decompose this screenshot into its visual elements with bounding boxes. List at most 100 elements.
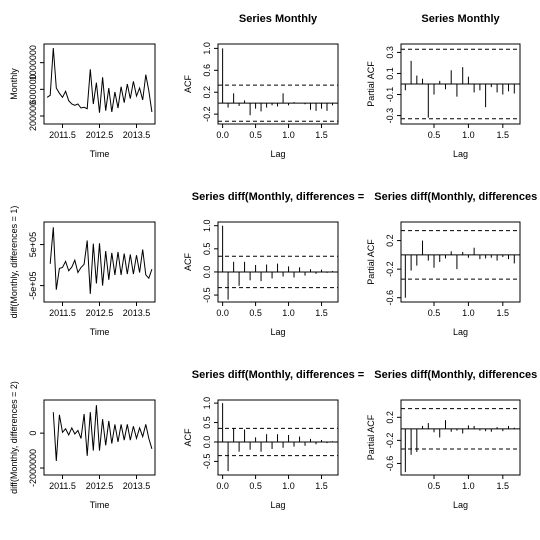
y-tick-label: -0.6	[385, 456, 395, 472]
x-tick-label: 2013.5	[123, 481, 151, 491]
x-tick-label: 1.0	[462, 130, 475, 140]
y-tick-label: -0.5	[202, 287, 212, 303]
y-axis-label: diff(Monthly, differences = 2)	[9, 381, 19, 494]
y-tick-label: -0.6	[385, 290, 395, 306]
x-tick-label: 0.0	[216, 308, 229, 318]
y-tick-label: 0.2	[385, 234, 395, 247]
plot-frame	[43, 399, 156, 476]
plot-frame	[217, 221, 339, 303]
y-tick-label: 200000	[28, 101, 38, 131]
y-tick-label: 0.2	[385, 411, 395, 424]
x-tick-label: 1.0	[282, 130, 295, 140]
series-line	[46, 47, 153, 113]
y-axis-label: Partial ACF	[366, 61, 376, 107]
x-tick-label: 1.0	[282, 308, 295, 318]
y-tick-label: -0.1	[385, 87, 395, 103]
plot-frame	[217, 399, 339, 476]
y-tick-label: 0.0	[202, 266, 212, 279]
x-tick-label: 1.5	[497, 308, 510, 318]
x-tick-label: 2013.5	[123, 308, 151, 318]
panel-ts-2: 2011.5 2012.5 2013.5 -5e+05 5e+05 Time diff(Mo…	[9, 206, 156, 337]
y-axis-label: ACF	[183, 74, 193, 93]
x-tick-label: 2011.5	[49, 308, 76, 318]
y-axis-label: ACF	[183, 252, 193, 271]
x-tick-label: 0.5	[428, 130, 441, 140]
x-tick-label: 0.5	[249, 130, 262, 140]
x-axis-label: Time	[90, 327, 110, 337]
panel-acf-1: Series Monthly 0.0 0.5 1.0 1.5 -0.2 0.2 0.6 1.0 L…	[183, 13, 339, 159]
series-line	[49, 227, 153, 294]
y-tick-label: 0.5	[202, 416, 212, 429]
x-tick-label: 0.5	[428, 481, 441, 491]
x-tick-label: 0.0	[216, 481, 229, 491]
y-tick-label: 1.0	[202, 219, 212, 232]
chart-title: Series Monthly	[421, 13, 500, 25]
y-tick-label: 0.2	[202, 86, 212, 99]
y-tick-label: 0.5	[202, 243, 212, 256]
plot-frame	[43, 221, 156, 303]
x-tick-label: 2012.5	[86, 130, 114, 140]
x-tick-label: 2011.5	[49, 481, 76, 491]
y-tick-label: -0.2	[385, 433, 395, 449]
x-tick-label: 2013.5	[123, 130, 151, 140]
x-axis-label: Time	[90, 500, 110, 510]
y-tick-label: 0.0	[202, 436, 212, 449]
x-tick-label: 1.0	[282, 481, 295, 491]
x-tick-label: 1.5	[315, 130, 328, 140]
y-tick-label: -2000000	[28, 449, 38, 487]
y-axis-label: Partial ACF	[366, 239, 376, 285]
y-axis-label: Partial ACF	[366, 414, 376, 460]
panel-pacf-1: Series Monthly 0.5 1.0 1.5 -0.3 -0.1 0.1 0.3 Lag…	[366, 13, 521, 159]
y-tick-label: -0.2	[202, 106, 212, 122]
x-tick-label: 2012.5	[86, 308, 114, 318]
x-tick-label: 0.5	[249, 481, 262, 491]
panel-ts-3: 2011.5 2012.5 2013.5 -2000000 0 Time diff(Mont…	[9, 381, 156, 510]
y-tick-label: 0.6	[202, 64, 212, 77]
x-tick-label: 1.0	[462, 308, 475, 318]
x-axis-label: Time	[90, 149, 110, 159]
x-axis-label: Lag	[453, 327, 468, 337]
chart-title: Series Monthly	[239, 13, 318, 25]
x-tick-label: 2012.5	[86, 481, 114, 491]
x-axis-label: Lag	[270, 327, 285, 337]
chart-title: Series diff(Monthly, differences =	[374, 191, 540, 203]
x-tick-label: 1.5	[497, 130, 510, 140]
panel-pacf-2: Series diff(Monthly, differences = 0.5 1.0…	[366, 191, 540, 337]
chart-title: Series diff(Monthly, differences =	[192, 369, 364, 381]
y-tick-label: 600000	[28, 74, 38, 104]
x-tick-label: 0.0	[216, 130, 229, 140]
plot-frame	[400, 399, 521, 476]
x-tick-label: 1.5	[315, 481, 328, 491]
y-tick-label: 1.0	[202, 397, 212, 410]
y-axis-label: ACF	[183, 428, 193, 447]
x-tick-label: 0.5	[428, 308, 441, 318]
y-tick-label: 1000000	[28, 45, 38, 80]
y-tick-label: -0.2	[385, 261, 395, 277]
x-tick-label: 2011.5	[49, 130, 76, 140]
plot-frame	[400, 221, 521, 303]
panel-acf-3: Series diff(Monthly, differences = 0.0 0.5…	[183, 369, 364, 510]
panel-pacf-3: Series diff(Monthly, differences = 0.5 1.0…	[366, 369, 540, 510]
y-tick-label: 0	[28, 431, 38, 436]
chart-title: Series diff(Monthly, differences =	[374, 369, 540, 381]
y-tick-label: -5e+05	[28, 271, 38, 299]
series-line	[52, 405, 153, 462]
y-tick-label: 0.1	[385, 67, 395, 80]
y-tick-label: -0.3	[385, 108, 395, 124]
y-axis-label: diff(Monthly, differences = 1)	[9, 206, 19, 319]
x-tick-label: 0.5	[249, 308, 262, 318]
x-axis-label: Lag	[270, 500, 285, 510]
x-tick-label: 1.5	[497, 481, 510, 491]
x-axis-label: Lag	[453, 149, 468, 159]
y-axis-label: Monthly	[9, 68, 19, 100]
y-tick-label: 0.3	[385, 46, 395, 59]
x-tick-label: 1.5	[315, 308, 328, 318]
panel-acf-2: Series diff(Monthly, differences = 0.0 0.5…	[183, 191, 364, 337]
y-tick-label: 1.0	[202, 42, 212, 55]
x-axis-label: Lag	[270, 149, 285, 159]
x-tick-label: 1.0	[462, 481, 475, 491]
y-tick-label: 5e+05	[28, 232, 38, 257]
x-axis-label: Lag	[453, 500, 468, 510]
